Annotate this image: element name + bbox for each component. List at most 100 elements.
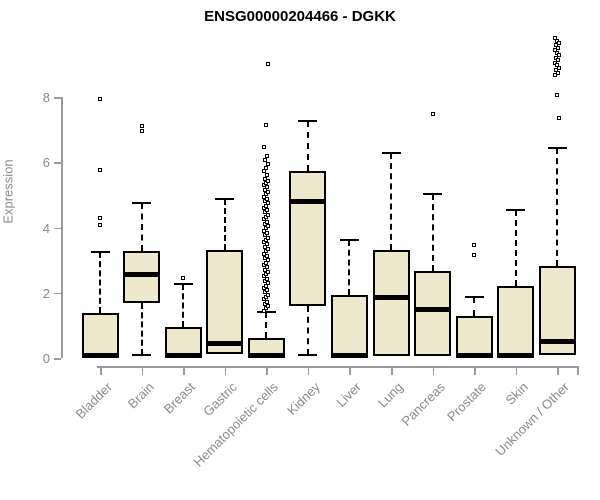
outlier-point — [98, 168, 102, 173]
outlier-point — [265, 219, 270, 224]
x-axis-tick — [307, 366, 310, 375]
upper-whisker — [473, 296, 476, 317]
outlier-point — [555, 93, 560, 98]
upper-whisker-cap — [173, 282, 193, 285]
x-axis-tick — [100, 366, 102, 375]
x-axis-tick — [474, 366, 476, 375]
outlier-point — [181, 275, 186, 280]
x-axis-tick — [266, 366, 268, 375]
outlier-point — [557, 41, 562, 46]
outlier-point — [553, 72, 558, 77]
y-tick-label: 6 — [42, 155, 50, 171]
median-line — [414, 306, 452, 312]
outlier-point — [266, 189, 271, 194]
outlier-point — [265, 253, 270, 258]
outlier-point — [265, 208, 270, 213]
outlier-point — [556, 58, 561, 63]
outlier-point — [265, 231, 270, 236]
outlier-point — [556, 70, 561, 75]
median-line — [247, 353, 285, 358]
median-line — [206, 341, 244, 347]
upper-whisker — [182, 283, 185, 327]
upper-whisker-cap — [298, 119, 318, 122]
x-axis-tick — [349, 366, 351, 375]
outlier-point — [266, 269, 271, 274]
outlier-point — [266, 224, 271, 229]
upper-whisker-cap — [215, 198, 235, 201]
outlier-point — [265, 196, 270, 201]
x-axis-tick — [391, 366, 393, 375]
outlier-point — [139, 124, 144, 129]
upper-whisker — [348, 239, 351, 296]
chart-title: ENSG00000204466 - DGKK — [204, 8, 396, 25]
median-line — [538, 339, 576, 345]
upper-whisker — [265, 311, 268, 339]
outlier-point — [266, 258, 271, 263]
median-line — [497, 353, 535, 358]
outlier-point — [98, 223, 102, 228]
outlier-point — [98, 97, 102, 102]
y-tick-label: 8 — [42, 90, 50, 105]
median-line — [330, 353, 368, 358]
x-axis-line — [97, 366, 578, 368]
box — [289, 171, 327, 306]
box — [206, 250, 244, 355]
box — [455, 316, 493, 358]
upper-whisker — [306, 120, 309, 172]
upper-whisker — [140, 203, 143, 252]
upper-whisker-cap — [464, 295, 484, 298]
upper-whisker-cap — [90, 250, 110, 253]
outlier-point — [265, 153, 270, 158]
outlier-point — [557, 53, 562, 58]
outlier-point — [557, 116, 562, 121]
box — [372, 250, 410, 357]
y-tick-label: 0 — [42, 351, 50, 366]
upper-whisker-cap — [547, 146, 567, 149]
upper-whisker-cap — [381, 152, 401, 155]
y-tick-label: 4 — [42, 220, 50, 236]
box — [497, 285, 535, 358]
y-axis-tick — [54, 97, 61, 99]
x-axis-tick — [141, 366, 144, 375]
upper-whisker — [431, 194, 434, 272]
outlier-point — [98, 215, 102, 220]
outlier-point — [263, 176, 268, 181]
median-line — [372, 295, 410, 301]
outlier-point — [266, 62, 271, 67]
outlier-point — [266, 304, 271, 309]
y-axis-tick — [54, 227, 61, 229]
outlier-point — [265, 299, 270, 304]
upper-whisker-cap — [132, 202, 152, 205]
y-axis-tick — [54, 292, 61, 295]
outlier-point — [266, 201, 271, 206]
outlier-point — [265, 276, 270, 281]
outlier-point — [265, 185, 270, 190]
y-axis-tick — [54, 358, 61, 360]
lower-whisker-cap — [132, 353, 152, 356]
box — [81, 312, 119, 358]
outlier-point — [263, 157, 268, 162]
median-line — [289, 198, 327, 204]
outlier-point — [265, 242, 270, 247]
upper-whisker — [99, 251, 101, 313]
y-axis-line — [61, 97, 63, 358]
outlier-point — [266, 281, 271, 286]
median-line — [81, 353, 119, 358]
median-line — [123, 272, 161, 278]
outlier-point — [266, 247, 271, 252]
box — [330, 295, 368, 358]
x-axis-tick — [515, 366, 518, 375]
outlier-point — [264, 165, 269, 170]
outlier-point — [266, 235, 271, 240]
upper-whisker — [223, 199, 226, 251]
outlier-point — [265, 288, 270, 293]
outlier-point — [472, 252, 477, 257]
outlier-point — [266, 161, 271, 166]
x-axis-end-tick — [577, 366, 579, 375]
outlier-point — [265, 172, 270, 177]
outlier-point — [262, 169, 267, 174]
upper-whisker-cap — [256, 310, 276, 313]
outlier-point — [430, 112, 435, 117]
